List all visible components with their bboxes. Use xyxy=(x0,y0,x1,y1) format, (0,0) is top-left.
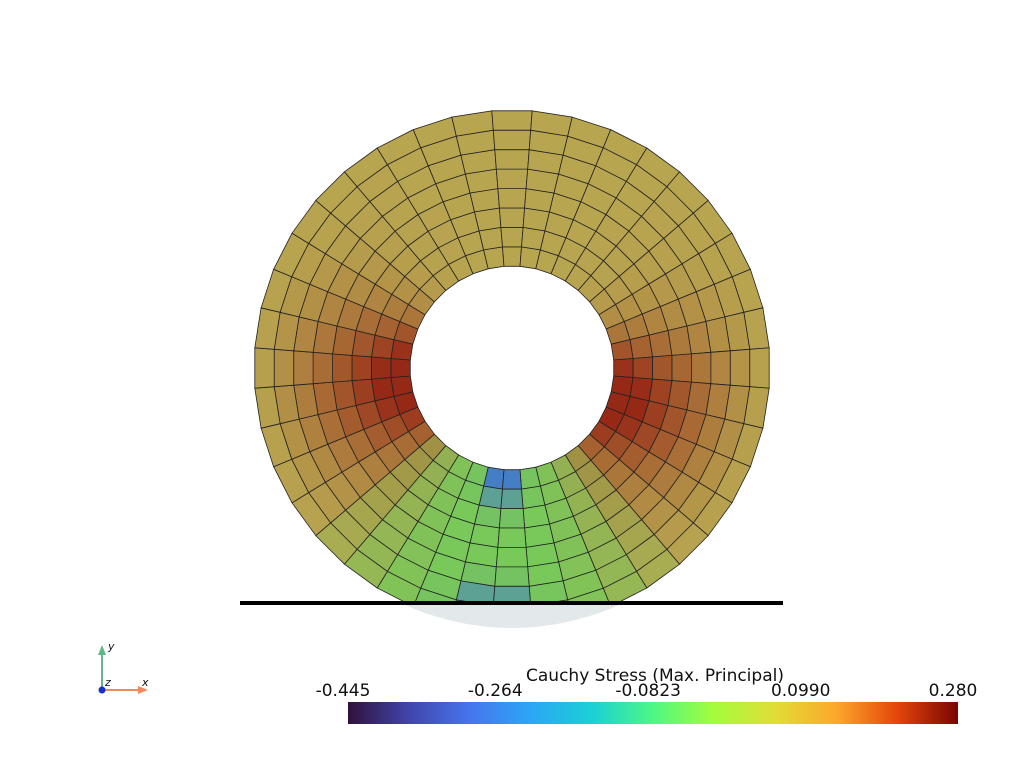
mesh-cell xyxy=(293,350,314,386)
color-bar xyxy=(348,702,958,724)
mesh-cell xyxy=(491,110,533,131)
mesh-cell xyxy=(370,377,395,402)
scalar-bar-tick-label: -0.445 xyxy=(316,681,371,701)
mesh-cell xyxy=(478,226,503,251)
mesh-cell xyxy=(370,356,392,380)
mesh-cell xyxy=(493,585,531,603)
mesh-cell xyxy=(495,547,529,568)
scalar-bar-tick-label: -0.0823 xyxy=(615,681,681,701)
mesh-cell xyxy=(749,347,770,389)
mesh-cell xyxy=(494,566,530,587)
mesh-cell xyxy=(414,587,457,603)
mesh-cell xyxy=(390,358,411,378)
mesh-cell xyxy=(500,488,524,510)
mesh-cell xyxy=(494,149,530,170)
mesh-cell xyxy=(492,129,532,151)
orientation-axes: y x z xyxy=(98,640,149,694)
mesh-cell xyxy=(729,348,751,388)
mesh-cell xyxy=(351,354,372,382)
mesh-cell xyxy=(312,351,334,385)
scalar-bar-tick-label: 0.280 xyxy=(929,681,978,701)
mesh-cell xyxy=(502,246,522,267)
mesh xyxy=(254,110,770,603)
z-axis-label: z xyxy=(104,676,111,689)
mesh-cell xyxy=(273,348,295,388)
mesh-cell xyxy=(521,485,546,510)
mesh-cell xyxy=(332,353,353,383)
mesh-cell xyxy=(497,188,527,209)
mesh-cell xyxy=(498,207,526,228)
mesh-cell xyxy=(652,354,673,382)
mesh-cell xyxy=(710,350,731,386)
scalar-bar-tick-label: 0.0990 xyxy=(771,681,830,701)
y-axis-label: y xyxy=(107,640,115,653)
mesh-cell xyxy=(502,469,522,490)
z-axis-dot xyxy=(98,686,106,694)
mesh-cell xyxy=(613,358,634,378)
mesh-cell xyxy=(671,353,692,383)
mesh-cell xyxy=(691,351,712,385)
mesh-cell xyxy=(629,334,654,359)
mesh-cell xyxy=(632,356,653,380)
mesh-cell xyxy=(567,587,610,603)
x-axis-label: x xyxy=(141,676,149,689)
mesh-cell xyxy=(602,570,648,603)
mesh-cell xyxy=(254,347,275,389)
mesh-cell xyxy=(528,580,569,603)
mesh-cell xyxy=(497,527,527,548)
scalar-bar-title: Cauchy Stress (Max. Principal) xyxy=(526,666,784,686)
scalar-bar-tick-label: -0.264 xyxy=(468,681,523,701)
mesh-cell xyxy=(500,226,524,248)
x-arrowhead xyxy=(138,686,148,694)
mesh-cell xyxy=(495,168,529,190)
contact-shadow xyxy=(400,603,624,628)
y-arrowhead xyxy=(98,645,106,655)
ground-line xyxy=(240,601,783,605)
mesh-cell xyxy=(498,508,526,529)
